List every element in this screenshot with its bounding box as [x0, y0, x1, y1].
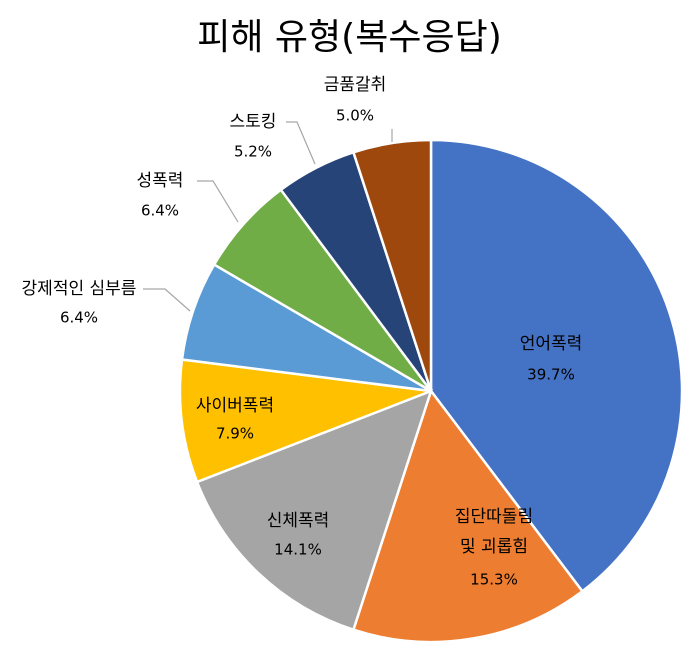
- chart-title: 피해 유형(복수응답): [197, 17, 502, 58]
- leader-line-6: [197, 180, 239, 223]
- leader-line-7: [286, 121, 316, 165]
- slice-label-5: 강제적인 심부름: [22, 279, 137, 299]
- slice-value-label-7: 5.2%: [234, 143, 272, 161]
- pie-slice-4: [178, 358, 432, 484]
- slice-label-4: 사이버폭력: [196, 396, 274, 416]
- slice-label-3: 신체폭력: [267, 511, 330, 531]
- slice-value-label-1: 39.7%: [527, 366, 575, 384]
- slice-label-7: 스토킹: [230, 112, 277, 132]
- slice-label-8: 금품갈취: [324, 75, 387, 95]
- slice-value-label-6: 6.4%: [141, 202, 179, 220]
- pie-slice-3: [195, 388, 434, 632]
- slice-value-label-2: 15.3%: [470, 571, 518, 589]
- slice-label-2-line-1: 집단따돌림: [455, 507, 533, 527]
- slice-value-label-3: 14.1%: [274, 541, 322, 559]
- slice-value-label-8: 5.0%: [336, 107, 374, 125]
- pie-slice-1: [429, 138, 684, 594]
- slice-value-label-4: 7.9%: [216, 425, 254, 443]
- leader-line-5: [143, 288, 191, 312]
- slice-label-6: 성폭력: [137, 171, 184, 191]
- slice-label-2-line-2: 및 괴롭힘: [460, 537, 528, 557]
- slice-value-label-5: 6.4%: [60, 309, 98, 327]
- pie-slice-8: [351, 138, 433, 392]
- slice-label-1: 언어폭력: [520, 334, 583, 354]
